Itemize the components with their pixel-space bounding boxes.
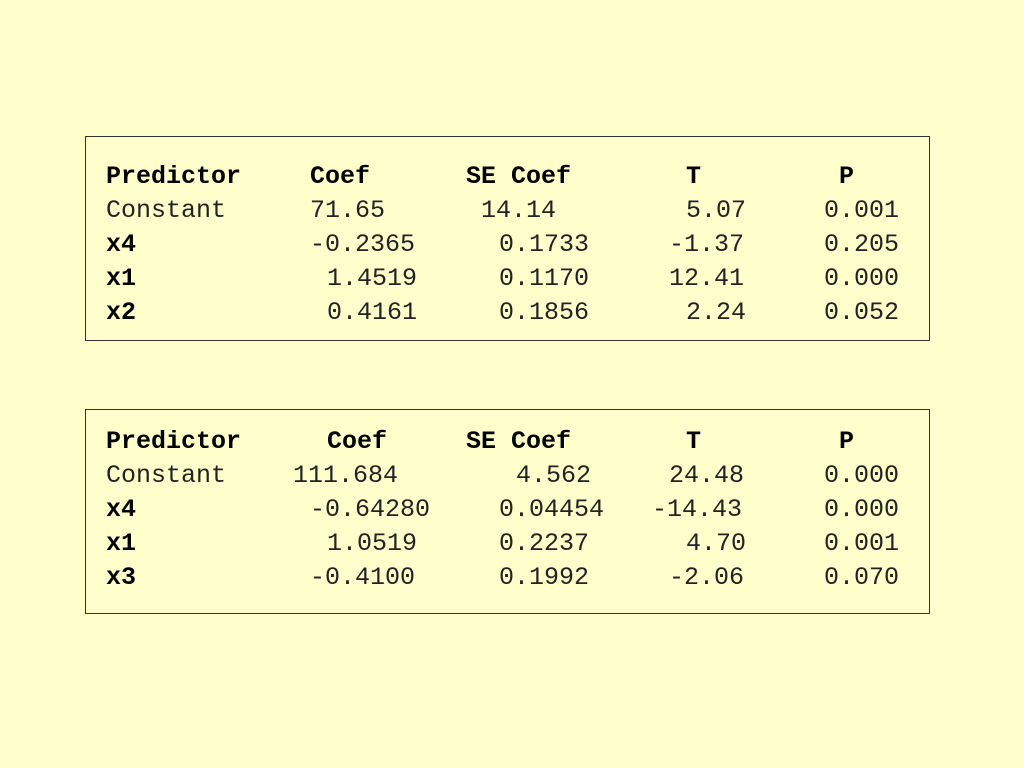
cell-predictor: Constant	[106, 196, 227, 225]
table-row: x4 -0.64280 0.04454 -14.43 0.000	[86, 495, 929, 529]
cell-t: 24.48	[669, 461, 745, 490]
cell-predictor: Constant	[106, 461, 227, 490]
table-row: x1 1.4519 0.1170 12.41 0.000	[86, 264, 929, 298]
table-row: x2 0.4161 0.1856 2.24 0.052	[86, 298, 929, 332]
cell-p: 0.000	[824, 264, 900, 293]
cell-predictor: x1	[106, 529, 137, 558]
cell-coef: 111.684	[293, 461, 399, 490]
header-coef: Coef	[310, 162, 371, 191]
header-coef: Coef	[327, 427, 388, 456]
header-t: T	[686, 427, 702, 456]
cell-p: 0.001	[824, 529, 900, 558]
header-t: T	[686, 162, 702, 191]
cell-coef: 1.4519	[327, 264, 418, 293]
cell-se-coef: 4.562	[516, 461, 592, 490]
cell-coef: -0.4100	[310, 563, 416, 592]
cell-t: 2.24	[686, 298, 747, 327]
regression-table-1: Predictor Coef SE Coef T P Constant 71.6…	[85, 136, 930, 341]
header-p: P	[839, 427, 855, 456]
header-p: P	[839, 162, 855, 191]
cell-coef: -0.2365	[310, 230, 416, 259]
regression-table-2: Predictor Coef SE Coef T P Constant 111.…	[85, 409, 930, 614]
cell-t: 5.07	[686, 196, 747, 225]
table-row: Constant 111.684 4.562 24.48 0.000	[86, 461, 929, 495]
cell-p: 0.052	[824, 298, 900, 327]
header-predictor: Predictor	[106, 427, 242, 456]
header-se-coef: SE Coef	[466, 427, 572, 456]
cell-t: -14.43	[652, 495, 743, 524]
cell-se-coef: 0.1170	[499, 264, 590, 293]
cell-p: 0.205	[824, 230, 900, 259]
table-row: Constant 71.65 14.14 5.07 0.001	[86, 196, 929, 230]
cell-coef: 71.65	[310, 196, 386, 225]
cell-predictor: x3	[106, 563, 137, 592]
cell-t: -2.06	[669, 563, 745, 592]
cell-p: 0.001	[824, 196, 900, 225]
cell-predictor: x2	[106, 298, 137, 327]
cell-t: 4.70	[686, 529, 747, 558]
cell-predictor: x4	[106, 230, 137, 259]
cell-coef: 1.0519	[327, 529, 418, 558]
header-predictor: Predictor	[106, 162, 242, 191]
table-row: x4 -0.2365 0.1733 -1.37 0.205	[86, 230, 929, 264]
cell-p: 0.070	[824, 563, 900, 592]
cell-coef: -0.64280	[310, 495, 431, 524]
cell-se-coef: 0.1992	[499, 563, 590, 592]
cell-se-coef: 0.1856	[499, 298, 590, 327]
cell-se-coef: 0.2237	[499, 529, 590, 558]
table-row: x3 -0.4100 0.1992 -2.06 0.070	[86, 563, 929, 597]
table-header-row: Predictor Coef SE Coef T P	[86, 162, 929, 196]
cell-t: -1.37	[669, 230, 745, 259]
cell-p: 0.000	[824, 495, 900, 524]
cell-se-coef: 14.14	[481, 196, 557, 225]
cell-coef: 0.4161	[327, 298, 418, 327]
table-header-row: Predictor Coef SE Coef T P	[86, 427, 929, 461]
cell-predictor: x1	[106, 264, 137, 293]
table-row: x1 1.0519 0.2237 4.70 0.001	[86, 529, 929, 563]
cell-se-coef: 0.04454	[499, 495, 605, 524]
cell-predictor: x4	[106, 495, 137, 524]
header-se-coef: SE Coef	[466, 162, 572, 191]
cell-p: 0.000	[824, 461, 900, 490]
cell-t: 12.41	[669, 264, 745, 293]
cell-se-coef: 0.1733	[499, 230, 590, 259]
